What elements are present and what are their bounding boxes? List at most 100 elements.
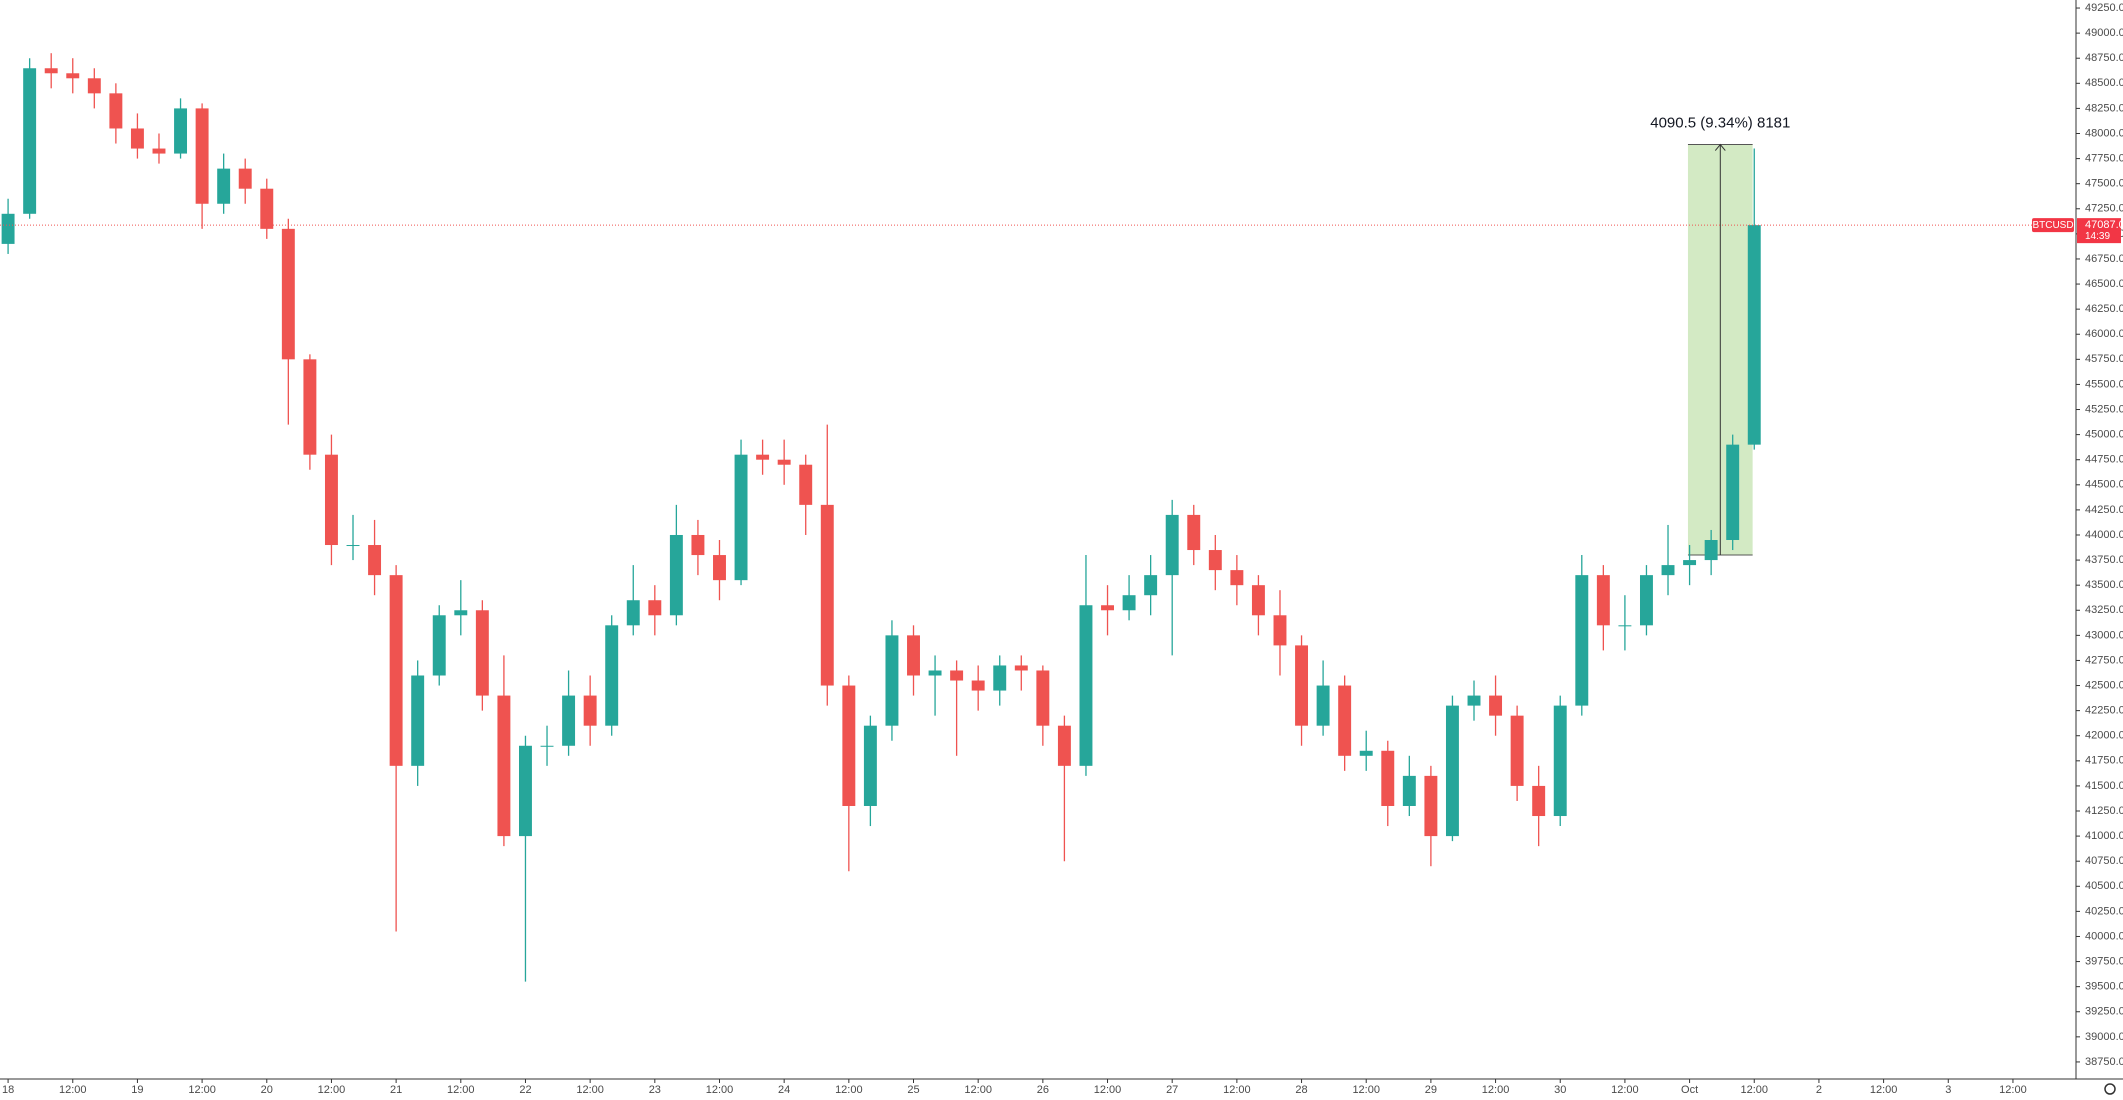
x-tick-label: 24 <box>778 1084 790 1096</box>
candle-body <box>971 680 985 691</box>
x-tick-label: 12:00 <box>706 1084 734 1096</box>
symbol-badge <box>2032 218 2074 233</box>
y-tick-label: 48500.0 <box>2085 77 2123 89</box>
candle-body <box>87 78 101 94</box>
x-tick-label: 18 <box>2 1084 14 1096</box>
settings-icon[interactable] <box>2104 1083 2116 1095</box>
candle-body <box>303 359 317 455</box>
x-tick-label: 29 <box>1425 1084 1437 1096</box>
candle-body <box>346 545 360 547</box>
y-tick-label: 40000.0 <box>2085 930 2123 942</box>
x-tick-label: 12:00 <box>1999 1084 2027 1096</box>
countdown-label: 14:39 <box>2085 231 2110 242</box>
y-tick-label: 41000.0 <box>2085 830 2123 842</box>
candle-body <box>1036 670 1050 726</box>
candle-body <box>799 464 813 505</box>
candle-body <box>562 695 576 746</box>
x-tick-label: 12:00 <box>447 1084 475 1096</box>
candle-body <box>1553 705 1567 817</box>
x-tick-label: 12:00 <box>1482 1084 1510 1096</box>
y-tick-label: 43000.0 <box>2085 629 2123 641</box>
candle-body <box>238 168 252 189</box>
x-tick-label: 12:00 <box>188 1084 216 1096</box>
y-tick-label: 45500.0 <box>2085 378 2123 390</box>
candle-body <box>605 625 619 726</box>
candle-body <box>1402 775 1416 806</box>
y-tick-label: 43500.0 <box>2085 579 2123 591</box>
x-tick-label: 12:00 <box>835 1084 863 1096</box>
candle-body <box>152 148 166 154</box>
y-tick-label: 42750.0 <box>2085 654 2123 666</box>
x-tick-label: 3 <box>1945 1084 1951 1096</box>
y-tick-label: 49250.0 <box>2085 2 2123 14</box>
candle-body <box>432 615 446 676</box>
candle-body <box>713 555 726 581</box>
candle-body <box>1639 575 1653 626</box>
candle-body <box>1144 575 1158 596</box>
x-tick-label: 12:00 <box>1352 1084 1380 1096</box>
x-tick-label: 21 <box>390 1084 402 1096</box>
y-tick-label: 41500.0 <box>2085 780 2123 792</box>
candle-body <box>475 610 489 696</box>
candle-body <box>497 695 511 837</box>
candle-body <box>1747 225 1761 445</box>
y-tick-label: 40750.0 <box>2085 855 2123 867</box>
y-tick-label: 48250.0 <box>2085 102 2123 114</box>
y-tick-label: 40250.0 <box>2085 905 2123 917</box>
x-tick-label: 2 <box>1816 1084 1822 1096</box>
candle-body <box>174 108 188 154</box>
y-tick-label: 47250.0 <box>2085 203 2123 215</box>
candle-body <box>863 725 877 806</box>
y-tick-label: 41750.0 <box>2085 755 2123 767</box>
candle-body <box>777 459 791 465</box>
candle-body <box>281 228 295 360</box>
x-tick-label: 26 <box>1037 1084 1049 1096</box>
x-tick-label: 27 <box>1166 1084 1178 1096</box>
y-tick-label: 38750.0 <box>2085 1056 2123 1068</box>
y-tick-label: 46500.0 <box>2085 278 2123 290</box>
candle-body <box>23 68 37 214</box>
candle-body <box>1445 705 1459 837</box>
x-tick-label: 25 <box>907 1084 919 1096</box>
candle-body <box>324 454 338 546</box>
y-tick-label: 45000.0 <box>2085 429 2123 441</box>
y-tick-label: 39500.0 <box>2085 981 2123 993</box>
y-tick-label: 41250.0 <box>2085 805 2123 817</box>
candle-body <box>66 73 80 79</box>
y-tick-label: 40500.0 <box>2085 880 2123 892</box>
x-tick-label: 12:00 <box>59 1084 87 1096</box>
x-tick-label: 28 <box>1295 1084 1307 1096</box>
candle-body <box>1424 775 1438 837</box>
candle-body <box>1359 750 1373 756</box>
y-tick-label: 44500.0 <box>2085 479 2123 491</box>
x-tick-label: 22 <box>519 1084 531 1096</box>
y-tick-label: 42500.0 <box>2085 679 2123 691</box>
y-tick-label: 42000.0 <box>2085 730 2123 742</box>
y-tick-label: 43750.0 <box>2085 554 2123 566</box>
x-tick-label: 30 <box>1554 1084 1566 1096</box>
x-tick-label: 12:00 <box>576 1084 604 1096</box>
candle-body <box>1165 514 1179 576</box>
y-tick-label: 44000.0 <box>2085 529 2123 541</box>
candle-body <box>1101 605 1114 611</box>
y-tick-label: 46000.0 <box>2085 328 2123 340</box>
candle-body <box>907 635 920 676</box>
candle-body <box>1575 575 1589 706</box>
candle-body <box>993 665 1007 691</box>
candle-body <box>756 454 770 460</box>
y-tick-label: 44250.0 <box>2085 504 2123 516</box>
candle-body <box>648 600 662 616</box>
candle-body <box>669 534 683 616</box>
candle-body <box>1079 605 1093 766</box>
x-tick-label: Oct <box>1681 1084 1698 1096</box>
candle-body <box>1208 550 1222 571</box>
x-tick-label: 12:00 <box>1611 1084 1639 1096</box>
y-tick-label: 42250.0 <box>2085 705 2123 717</box>
x-tick-label: 12:00 <box>1223 1084 1251 1096</box>
candle-body <box>928 670 942 676</box>
settings-gear[interactable] <box>2104 1083 2116 1095</box>
candle-body <box>1726 444 1740 541</box>
y-tick-label: 49000.0 <box>2085 27 2123 39</box>
y-tick-label: 45750.0 <box>2085 353 2123 365</box>
y-tick-label: 43250.0 <box>2085 604 2123 616</box>
